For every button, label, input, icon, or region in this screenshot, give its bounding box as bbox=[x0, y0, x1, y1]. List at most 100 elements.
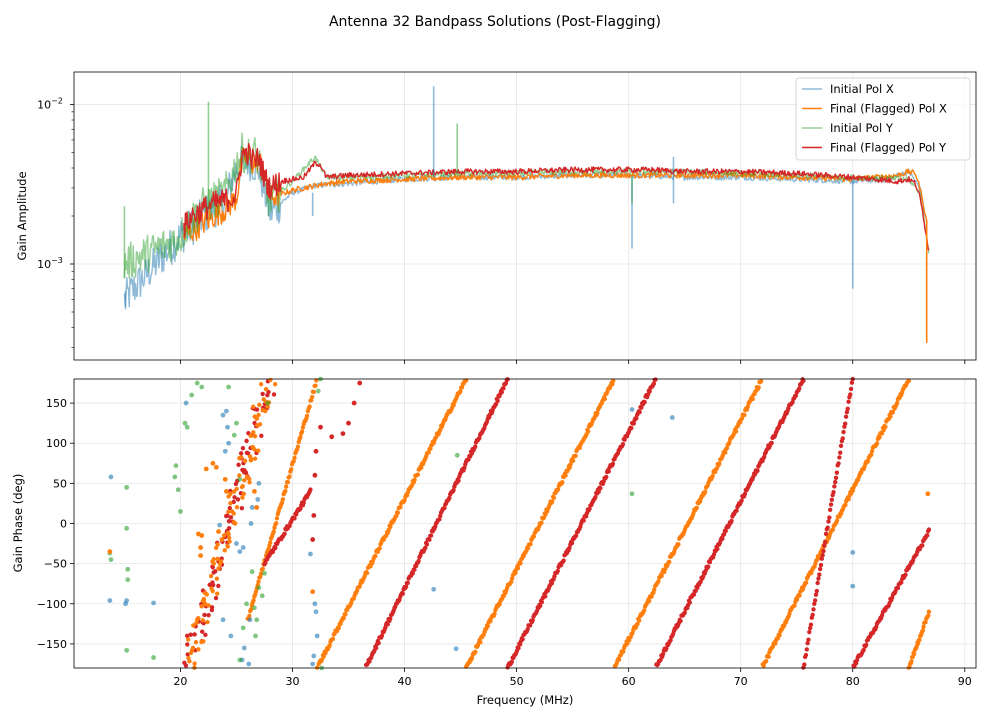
scatter-point-initial-pol-y bbox=[237, 657, 243, 663]
phase-panel: 20 30 40 50 60 70 80 90 −150 −100 −50 0 50 100 150 Gai… bbox=[11, 376, 977, 688]
scatter-point-initial-pol-x bbox=[123, 601, 128, 607]
scatter-point-initial-pol-x bbox=[311, 653, 317, 659]
x-tick-label: 90 bbox=[958, 675, 972, 688]
phase-grid bbox=[74, 379, 976, 668]
scatter-point-initial-pol-x bbox=[226, 440, 232, 446]
scatter-point-initial-pol-x bbox=[234, 541, 239, 546]
phase-y-tick-label: 0 bbox=[60, 518, 67, 531]
scatter-point-initial-pol-y bbox=[184, 424, 190, 430]
scatter-point-initial-pol-y bbox=[182, 420, 188, 426]
scatter-point-initial-pol-y bbox=[172, 474, 178, 480]
scatter-point-initial-pol-x bbox=[850, 583, 856, 589]
legend-label-initial-pol-y: Initial Pol Y bbox=[830, 121, 894, 135]
scatter-point-final-flagged-pol-x bbox=[310, 589, 316, 595]
scatter-point-initial-pol-x bbox=[629, 407, 635, 412]
scatter-point-initial-pol-y bbox=[244, 601, 249, 607]
phase-wrap-final-flagged-pol-x bbox=[760, 378, 911, 668]
legend-label-final-flagged-pol-x: Final (Flagged) Pol X bbox=[830, 102, 947, 116]
phase-wrap-final-flagged-pol-y bbox=[801, 376, 855, 670]
scatter-point-initial-pol-x bbox=[228, 633, 234, 639]
scatter-point-final-flagged-pol-y bbox=[313, 448, 319, 454]
phase-y-tick-label: 100 bbox=[46, 437, 67, 450]
x-tick-label: 60 bbox=[622, 675, 636, 688]
phase-wrap-final-flagged-pol-x bbox=[185, 377, 278, 670]
x-tick-label: 50 bbox=[510, 675, 524, 688]
scatter-point-initial-pol-y bbox=[240, 625, 246, 631]
scatter-point-initial-pol-y bbox=[237, 476, 243, 482]
phase-wrap-final-flagged-pol-y bbox=[182, 379, 277, 668]
amplitude-y-tick-label: 10−3 bbox=[37, 256, 63, 271]
scatter-point-initial-pol-x bbox=[151, 600, 156, 606]
scatter-point-final-flagged-pol-y bbox=[357, 380, 363, 386]
scatter-point-initial-pol-x bbox=[314, 633, 320, 639]
scatter-point-final-flagged-pol-y bbox=[340, 431, 346, 436]
x-axis-label: Frequency (MHz) bbox=[477, 693, 574, 707]
scatter-point-initial-pol-y bbox=[259, 593, 265, 599]
scatter-point-final-flagged-pol-x bbox=[198, 553, 204, 559]
scatter-point-final-flagged-pol-y bbox=[310, 537, 316, 542]
scatter-point-initial-pol-x bbox=[310, 661, 316, 667]
legend-box bbox=[795, 77, 971, 161]
scatter-point-initial-pol-y bbox=[189, 392, 195, 398]
amplitude-y-axis-label: Gain Amplitude bbox=[15, 171, 29, 260]
phase-y-axis-label: Gain Phase (deg) bbox=[11, 474, 25, 573]
scatter-point-final-flagged-pol-x bbox=[213, 464, 219, 470]
amplitude-series bbox=[123, 86, 930, 343]
x-tick-label: 80 bbox=[846, 675, 860, 688]
scatter-point-initial-pol-x bbox=[248, 521, 254, 526]
scatter-point-initial-pol-x bbox=[220, 412, 226, 418]
phase-wrap-final-flagged-pol-x bbox=[612, 379, 764, 669]
scatter-point-initial-pol-y bbox=[108, 557, 114, 563]
phase-y-tick-label: 150 bbox=[46, 397, 67, 410]
scatter-point-initial-pol-x bbox=[246, 661, 252, 667]
scatter-point-initial-pol-x bbox=[183, 400, 189, 406]
scatter-point-initial-pol-y bbox=[173, 463, 179, 469]
scatter-point-final-flagged-pol-x bbox=[223, 488, 229, 494]
scatter-point-initial-pol-x bbox=[225, 424, 230, 430]
phase-wrap-final-flagged-pol-x bbox=[314, 378, 469, 670]
scatter-point-final-flagged-pol-y bbox=[329, 434, 335, 440]
scatter-point-initial-pol-x bbox=[850, 550, 856, 555]
scatter-point-initial-pol-x bbox=[247, 617, 253, 623]
series-line-final-flagged-pol-y bbox=[183, 143, 930, 251]
scatter-point-initial-pol-y bbox=[252, 605, 257, 611]
scatter-point-initial-pol-y bbox=[315, 388, 321, 394]
scatter-point-initial-pol-y bbox=[124, 647, 130, 653]
scatter-point-final-flagged-pol-y bbox=[346, 420, 351, 426]
scatter-point-final-flagged-pol-y bbox=[351, 400, 357, 406]
scatter-point-initial-pol-y bbox=[254, 617, 260, 623]
phase-wrap-final-flagged-pol-y bbox=[654, 377, 806, 668]
scatter-point-final-flagged-pol-x bbox=[222, 476, 228, 482]
scatter-point-final-flagged-pol-x bbox=[210, 460, 216, 466]
scatter-point-initial-pol-x bbox=[256, 480, 262, 486]
amplitude-axes: 10−3 10−2 bbox=[37, 97, 966, 364]
scatter-point-initial-pol-y bbox=[151, 655, 156, 660]
scatter-point-final-flagged-pol-x bbox=[203, 466, 209, 472]
x-tick-label: 30 bbox=[285, 675, 299, 688]
scatter-point-initial-pol-y bbox=[234, 420, 239, 426]
phase-wrap-final-flagged-pol-y bbox=[505, 377, 658, 670]
scatter-point-initial-pol-y bbox=[125, 566, 131, 572]
scatter-point-initial-pol-x bbox=[308, 551, 313, 557]
scatter-point-final-flagged-pol-y bbox=[312, 472, 318, 478]
scatter-point-initial-pol-y bbox=[194, 380, 200, 386]
x-tick-label: 40 bbox=[398, 675, 412, 688]
scatter-point-final-flagged-pol-x bbox=[195, 531, 201, 537]
scatter-point-initial-pol-y bbox=[265, 400, 271, 406]
phase-y-tick-label: −50 bbox=[44, 558, 67, 571]
scatter-point-initial-pol-y bbox=[175, 487, 181, 493]
scatter-point-initial-pol-x bbox=[249, 505, 255, 510]
series-line-initial-pol-x bbox=[123, 144, 928, 308]
scatter-point-final-flagged-pol-x bbox=[925, 491, 931, 497]
scatter-point-initial-pol-x bbox=[431, 586, 437, 592]
scatter-point-initial-pol-x bbox=[312, 601, 318, 607]
scatter-point-initial-pol-y bbox=[256, 585, 262, 591]
scatter-point-final-flagged-pol-x bbox=[254, 505, 260, 510]
scatter-point-initial-pol-x bbox=[222, 448, 228, 454]
phase-axes: 20 30 40 50 60 70 80 90 −150 −100 −50 0 50 100 150 bbox=[37, 397, 972, 688]
scatter-point-final-flagged-pol-x bbox=[198, 545, 204, 550]
scatter-point-final-flagged-pol-x bbox=[219, 537, 225, 542]
x-tick-label: 70 bbox=[734, 675, 748, 688]
phase-wrap-final-flagged-pol-x bbox=[906, 609, 932, 670]
scatter-point-final-flagged-pol-x bbox=[252, 488, 257, 494]
